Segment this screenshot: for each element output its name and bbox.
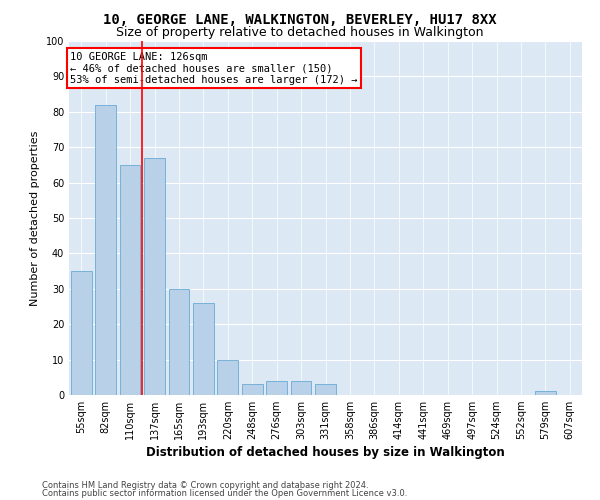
- Bar: [266, 381, 287, 395]
- Text: Contains public sector information licensed under the Open Government Licence v3: Contains public sector information licen…: [42, 489, 407, 498]
- Bar: [315, 384, 336, 395]
- Y-axis label: Number of detached properties: Number of detached properties: [30, 130, 40, 306]
- Bar: [119, 165, 140, 395]
- Bar: [95, 104, 116, 395]
- Bar: [169, 289, 190, 395]
- Bar: [242, 384, 263, 395]
- Text: Size of property relative to detached houses in Walkington: Size of property relative to detached ho…: [116, 26, 484, 39]
- Bar: [193, 303, 214, 395]
- Bar: [217, 360, 238, 395]
- X-axis label: Distribution of detached houses by size in Walkington: Distribution of detached houses by size …: [146, 446, 505, 460]
- Text: Contains HM Land Registry data © Crown copyright and database right 2024.: Contains HM Land Registry data © Crown c…: [42, 481, 368, 490]
- Bar: [290, 381, 311, 395]
- Bar: [71, 271, 92, 395]
- Text: 10, GEORGE LANE, WALKINGTON, BEVERLEY, HU17 8XX: 10, GEORGE LANE, WALKINGTON, BEVERLEY, H…: [103, 12, 497, 26]
- Bar: [144, 158, 165, 395]
- Text: 10 GEORGE LANE: 126sqm
← 46% of detached houses are smaller (150)
53% of semi-de: 10 GEORGE LANE: 126sqm ← 46% of detached…: [70, 52, 358, 85]
- Bar: [535, 392, 556, 395]
